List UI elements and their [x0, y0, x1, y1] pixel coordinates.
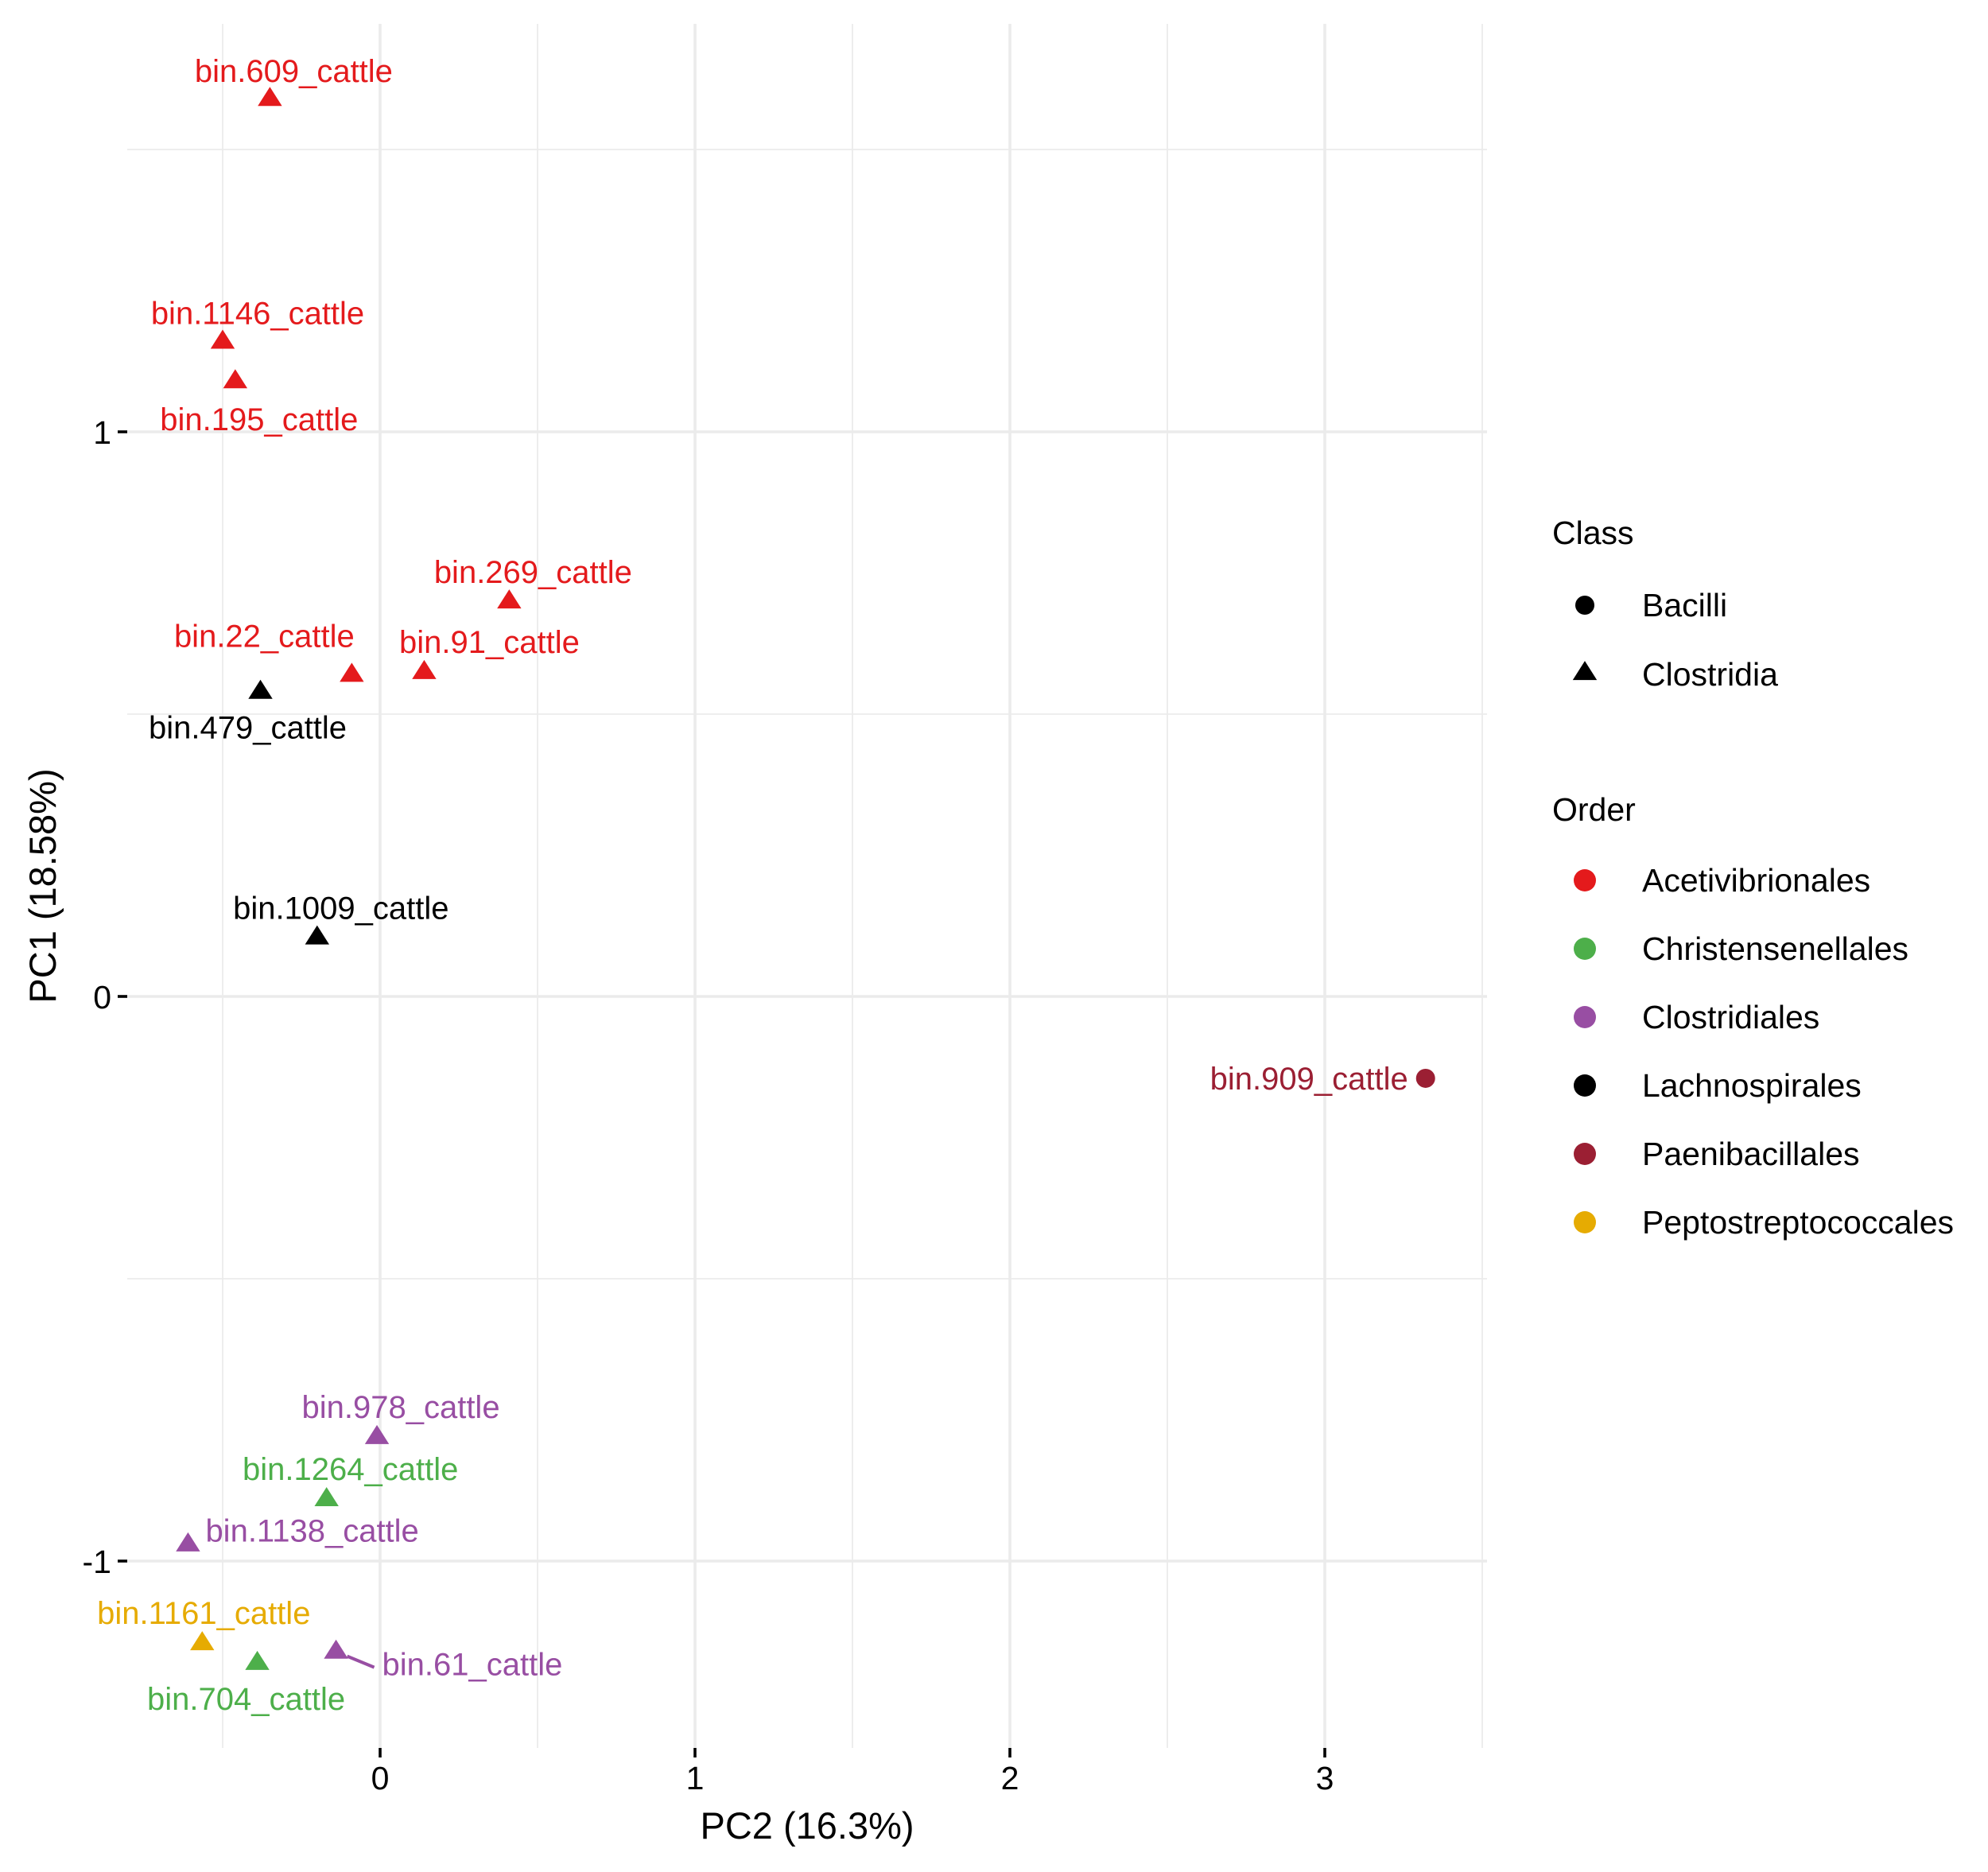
x-tick-label: 3: [1316, 1760, 1334, 1796]
legend-key-circle-icon: [1575, 596, 1594, 615]
legend-label: Acetivibrionales: [1642, 862, 1870, 899]
legend-key-triangle-icon: [1572, 661, 1598, 681]
legend-key-color-icon: [1574, 1211, 1596, 1233]
data-point-triangle: [223, 369, 248, 389]
data-points: [176, 87, 1435, 1670]
data-point-triangle: [340, 662, 364, 682]
point-label: bin.978_cattle: [301, 1390, 499, 1425]
data-point-triangle: [190, 1631, 215, 1651]
point-label: bin.91_cattle: [399, 625, 580, 660]
point-label: bin.1146_cattle: [151, 296, 364, 331]
axes: 0 1 2 3 -1 0 1: [83, 414, 1334, 1796]
point-label: bin.1161_cattle: [97, 1596, 310, 1631]
data-point-triangle: [324, 1639, 348, 1659]
x-tick-label: 2: [1001, 1760, 1019, 1796]
legend-key-color-icon: [1574, 869, 1596, 891]
y-tick-label: 0: [93, 979, 111, 1016]
legend-label: Peptostreptococcales: [1642, 1204, 1954, 1241]
legend-label: Clostridiales: [1642, 999, 1819, 1035]
data-point-triangle: [245, 1650, 270, 1670]
legend-label: Clostridia: [1642, 656, 1778, 693]
legend-key-color-icon: [1574, 938, 1596, 960]
legend-key-color-icon: [1574, 1006, 1596, 1028]
point-label: bin.1138_cattle: [205, 1514, 418, 1549]
y-tick-label: -1: [83, 1544, 111, 1580]
legend-key-color-icon: [1574, 1074, 1596, 1097]
point-label: bin.909_cattle: [1210, 1062, 1408, 1097]
grid-lines: [127, 24, 1487, 1748]
x-axis-title: PC2 (16.3%): [700, 1804, 914, 1847]
point-labels: bin.609_cattle bin.1146_cattle bin.195_cat…: [97, 54, 1408, 1717]
data-point-triangle: [314, 1487, 339, 1507]
data-point-triangle: [258, 87, 282, 107]
point-label: bin.1009_cattle: [233, 891, 448, 926]
y-tick-label: 1: [93, 414, 111, 451]
point-label: bin.704_cattle: [147, 1682, 345, 1717]
point-label: bin.1264_cattle: [243, 1452, 458, 1487]
point-label: bin.22_cattle: [174, 619, 355, 654]
legend-title-class: Class: [1552, 515, 1634, 551]
point-label: bin.61_cattle: [382, 1648, 563, 1683]
y-axis-title: PC1 (18.58%): [21, 768, 64, 1003]
data-point-triangle: [210, 329, 235, 349]
point-label: bin.609_cattle: [195, 54, 393, 89]
x-tick-label: 0: [371, 1760, 390, 1796]
legend-label: Paenibacillales: [1642, 1136, 1860, 1172]
legend-key-color-icon: [1574, 1143, 1596, 1165]
data-point-triangle: [497, 589, 522, 609]
data-point-triangle: [412, 659, 437, 679]
legend-label: Lachnospirales: [1642, 1067, 1862, 1104]
label-connector-line: [346, 1654, 375, 1669]
data-point-triangle: [248, 679, 273, 699]
data-point-triangle: [305, 925, 329, 945]
x-tick-label: 1: [686, 1760, 705, 1796]
data-point-circle: [1415, 1068, 1435, 1088]
point-label: bin.479_cattle: [149, 711, 347, 746]
point-label: bin.195_cattle: [160, 402, 358, 437]
data-point-triangle: [364, 1424, 390, 1444]
data-point-triangle: [176, 1532, 200, 1552]
legend-label: Bacilli: [1642, 587, 1727, 623]
legend-label: Christensenellales: [1642, 930, 1908, 967]
point-label: bin.269_cattle: [434, 555, 632, 590]
legend-title-order: Order: [1552, 791, 1636, 828]
